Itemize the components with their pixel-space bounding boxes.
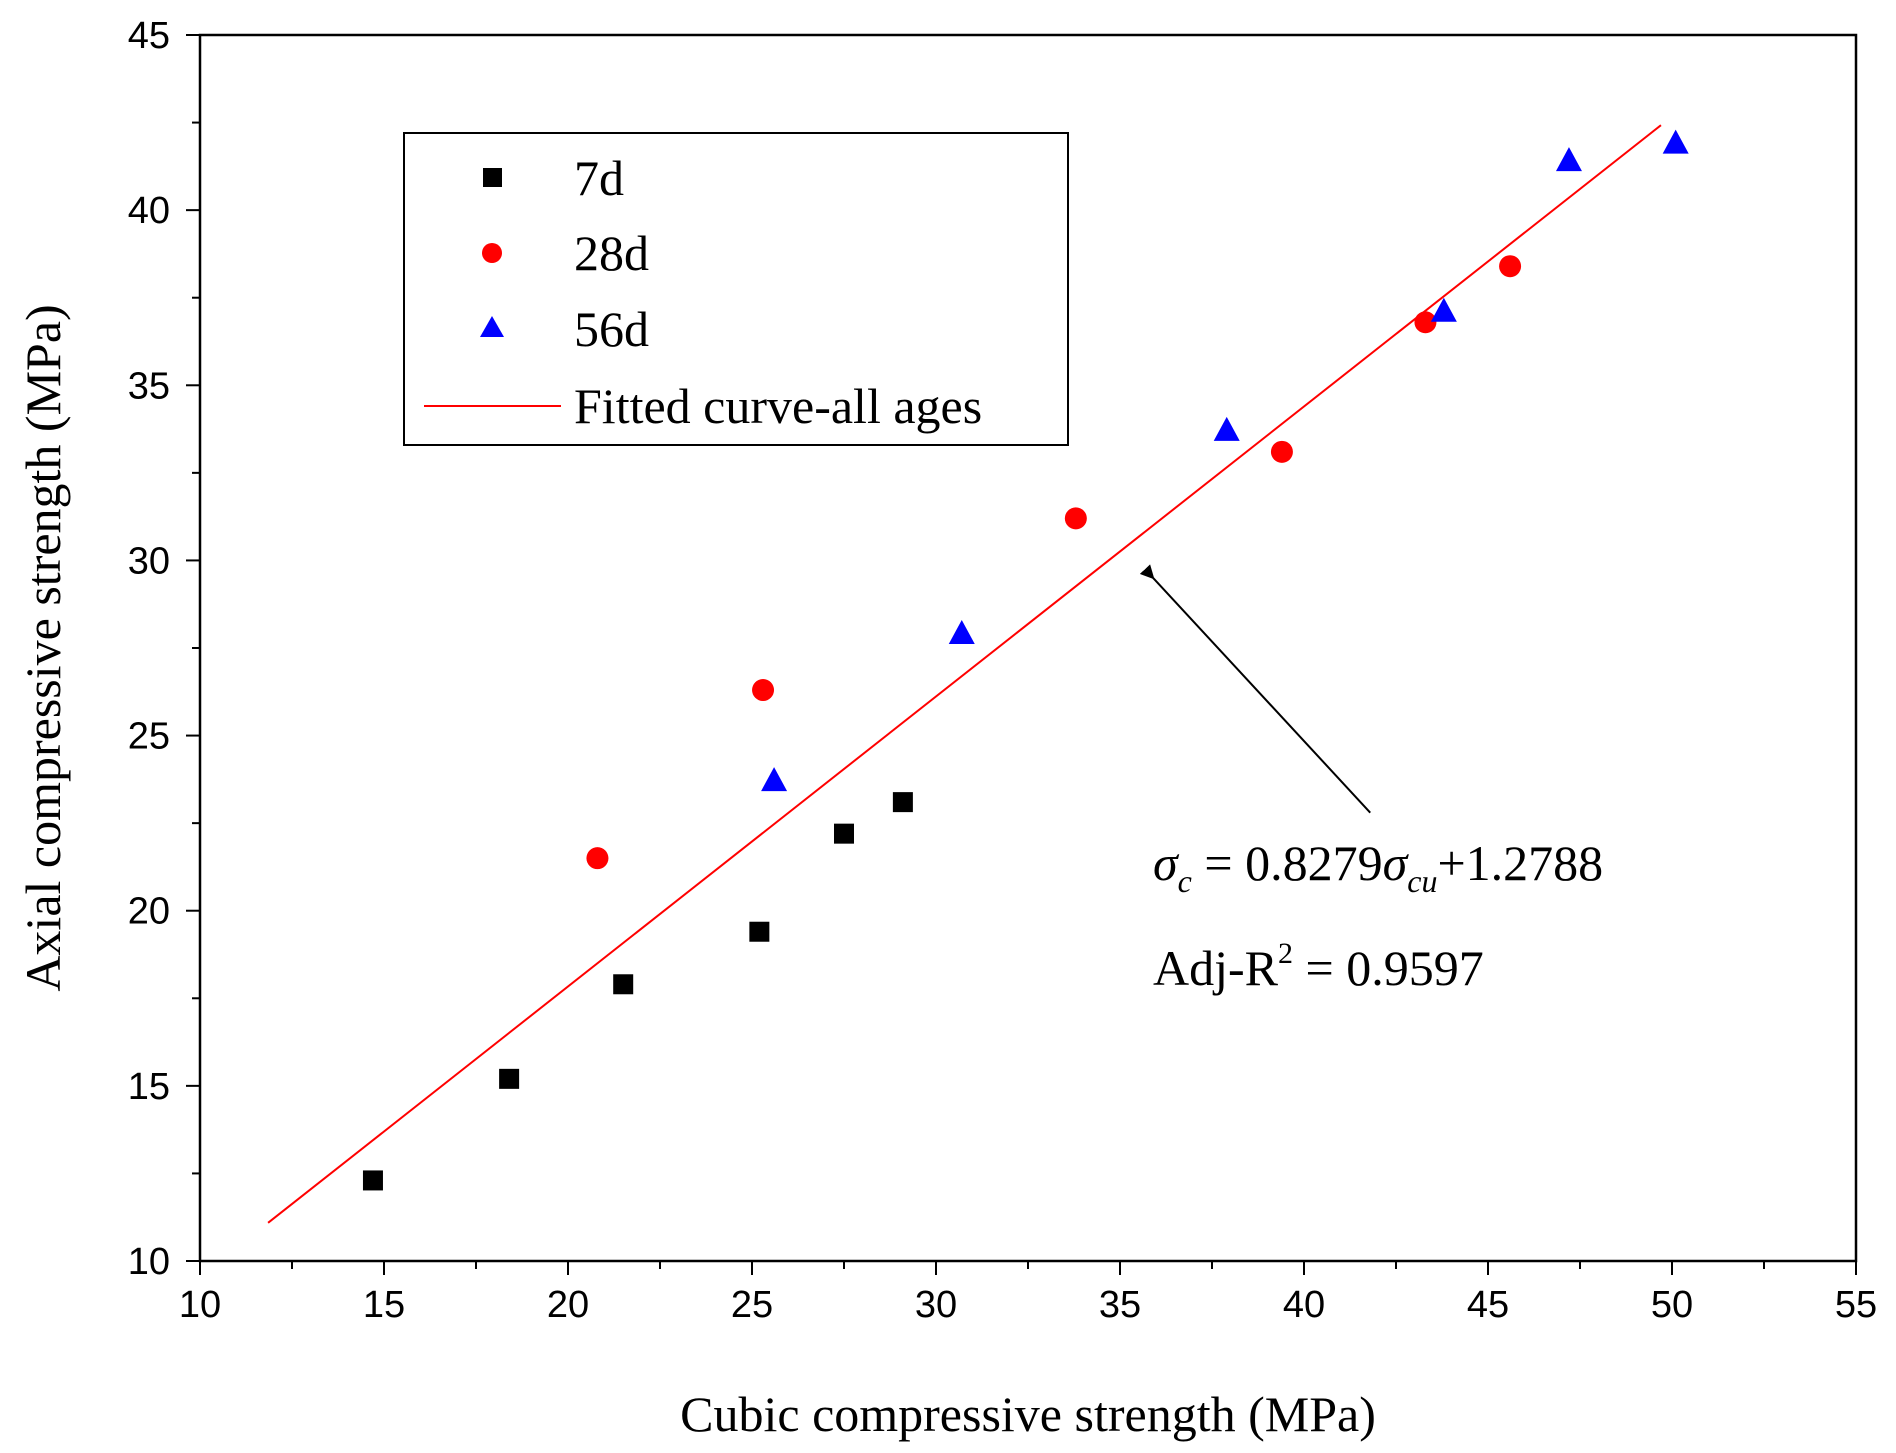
data-point-7d xyxy=(362,1170,383,1191)
x-tick-label: 45 xyxy=(1467,1284,1509,1326)
x-tick-label: 25 xyxy=(731,1284,773,1326)
data-point-56d xyxy=(1430,297,1457,322)
legend-marker-7d xyxy=(483,168,502,187)
x-axis-title: Cubic compressive strength (MPa) xyxy=(680,1386,1376,1442)
data-point-56d xyxy=(761,767,788,792)
x-tick-label: 55 xyxy=(1835,1284,1877,1326)
data-point-7d xyxy=(749,921,770,942)
y-axis-ticks: 10 15 20 25 30 35 40 45 xyxy=(128,15,200,1283)
y-tick-label: 10 xyxy=(128,1241,170,1283)
data-point-7d xyxy=(834,823,854,844)
x-axis-ticks: 10 15 20 25 30 35 40 45 50 55 xyxy=(179,1261,1877,1326)
y-tick-label: 15 xyxy=(128,1066,170,1108)
adj-r2-label: Adj-R2 = 0.9597 xyxy=(1153,937,1484,996)
y-tick-label: 35 xyxy=(128,365,170,407)
data-point-28d xyxy=(1499,255,1522,278)
data-point-28d xyxy=(1414,311,1437,334)
x-tick-label: 35 xyxy=(1099,1284,1141,1326)
data-point-56d xyxy=(1213,416,1240,441)
x-tick-label: 50 xyxy=(1651,1284,1693,1326)
data-point-56d xyxy=(948,619,975,644)
data-point-28d xyxy=(586,847,609,870)
legend-box xyxy=(403,132,1069,446)
y-tick-label: 40 xyxy=(128,190,170,232)
data-point-28d xyxy=(752,679,775,702)
legend-label-28d: 28d xyxy=(574,225,649,281)
equation-label: σc = 0.8279σcu+1.2788 xyxy=(1153,835,1603,899)
data-point-7d xyxy=(499,1068,520,1089)
data-point-28d xyxy=(1064,507,1087,530)
fitted-curve-line xyxy=(267,124,1662,1224)
y-axis-title: Axial compressive strength (MPa) xyxy=(15,304,71,991)
y-tick-label: 45 xyxy=(128,15,170,57)
x-tick-label: 10 xyxy=(179,1284,221,1326)
data-point-56d xyxy=(1662,129,1689,154)
x-tick-label: 20 xyxy=(547,1284,589,1326)
legend-label-56d: 56d xyxy=(574,301,649,357)
legend-label-7d: 7d xyxy=(574,150,624,206)
data-point-56d xyxy=(1555,147,1582,172)
legend-label-fit: Fitted curve-all ages xyxy=(574,378,982,434)
data-point-28d xyxy=(1270,440,1293,463)
data-markers xyxy=(362,129,1689,1191)
legend-marker-56d xyxy=(480,316,504,337)
x-tick-label: 40 xyxy=(1283,1284,1325,1326)
data-point-7d xyxy=(613,974,634,995)
data-point-7d xyxy=(892,792,913,813)
annotation-arrow xyxy=(1139,564,1371,814)
y-tick-label: 25 xyxy=(128,716,170,758)
x-tick-label: 15 xyxy=(363,1284,405,1326)
y-tick-label: 30 xyxy=(128,540,170,582)
legend: 7d 28d 56d Fitted curve-all ages xyxy=(403,132,1069,446)
y-tick-label: 20 xyxy=(128,891,170,933)
legend-marker-28d xyxy=(482,243,502,263)
x-tick-label: 30 xyxy=(915,1284,957,1326)
